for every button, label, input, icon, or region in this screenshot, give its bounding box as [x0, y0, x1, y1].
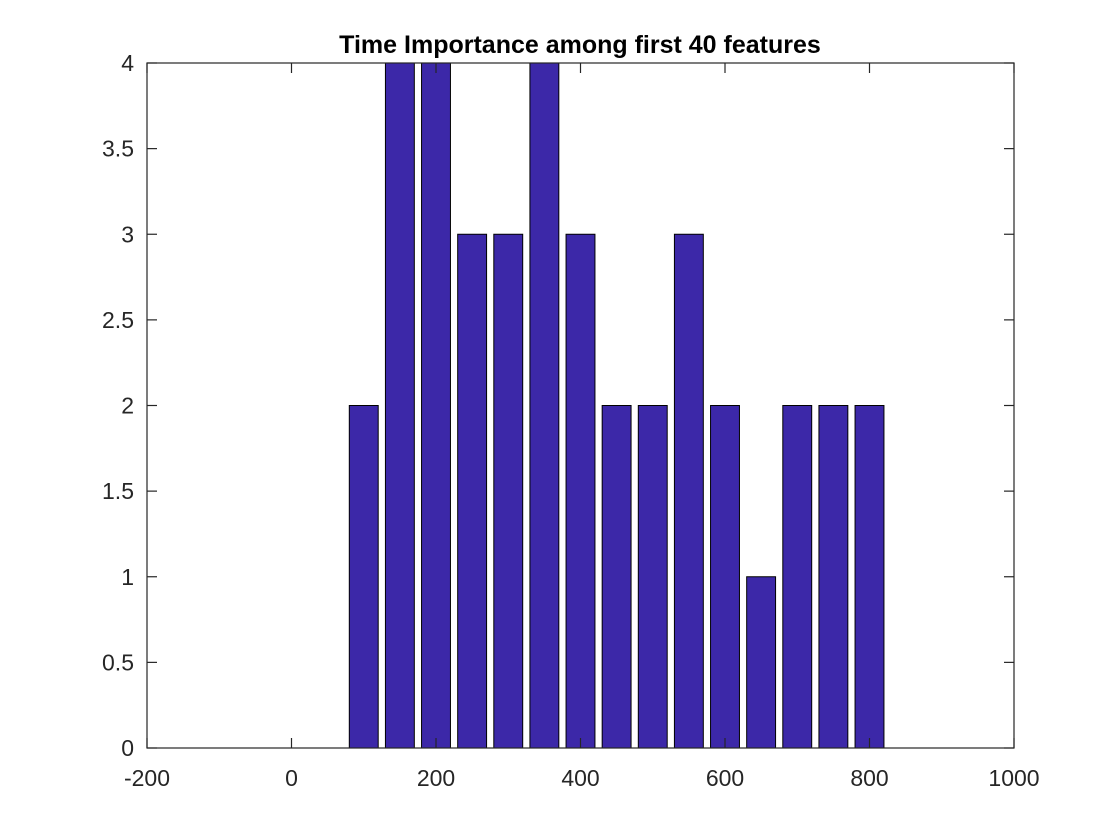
- x-tick-label: -200: [124, 765, 170, 791]
- y-tick-label: 3.5: [102, 136, 134, 162]
- bar: [384, 62, 415, 749]
- bar: [673, 233, 704, 749]
- x-tick-label: 1000: [988, 765, 1039, 791]
- y-tick-label: 0.5: [102, 649, 134, 675]
- y-tick-label: 1.5: [102, 478, 134, 504]
- bar: [637, 405, 668, 749]
- y-tick-label: 3: [121, 221, 134, 247]
- bar: [565, 233, 596, 749]
- y-axis-ticks: 0 0.5 1 1.5 2 2.5 3 3.5 4: [102, 50, 1014, 761]
- bar: [348, 405, 379, 749]
- bar: [782, 405, 813, 749]
- x-axis-ticks: -200 0 200 400 600 800 1000: [124, 63, 1040, 791]
- y-tick-label: 1: [121, 564, 134, 590]
- chart-title: Time Importance among first 40 features: [339, 31, 821, 59]
- y-tick-label: 2.5: [102, 307, 134, 333]
- y-tick-label: 2: [121, 393, 134, 419]
- bars: [348, 62, 885, 749]
- bar: [601, 405, 632, 749]
- bar: [457, 233, 488, 749]
- x-tick-label: 0: [285, 765, 298, 791]
- bar: [493, 233, 524, 749]
- x-tick-label: 400: [561, 765, 599, 791]
- x-tick-label: 600: [706, 765, 744, 791]
- x-tick-label: 800: [850, 765, 888, 791]
- bar: [746, 576, 777, 749]
- bar: [529, 62, 560, 749]
- bar: [421, 62, 451, 749]
- y-tick-label: 4: [121, 50, 134, 76]
- bar: [710, 405, 740, 749]
- y-tick-label: 0: [121, 735, 134, 761]
- bar: [818, 405, 849, 749]
- x-tick-label: 200: [417, 765, 455, 791]
- bar: [854, 405, 885, 749]
